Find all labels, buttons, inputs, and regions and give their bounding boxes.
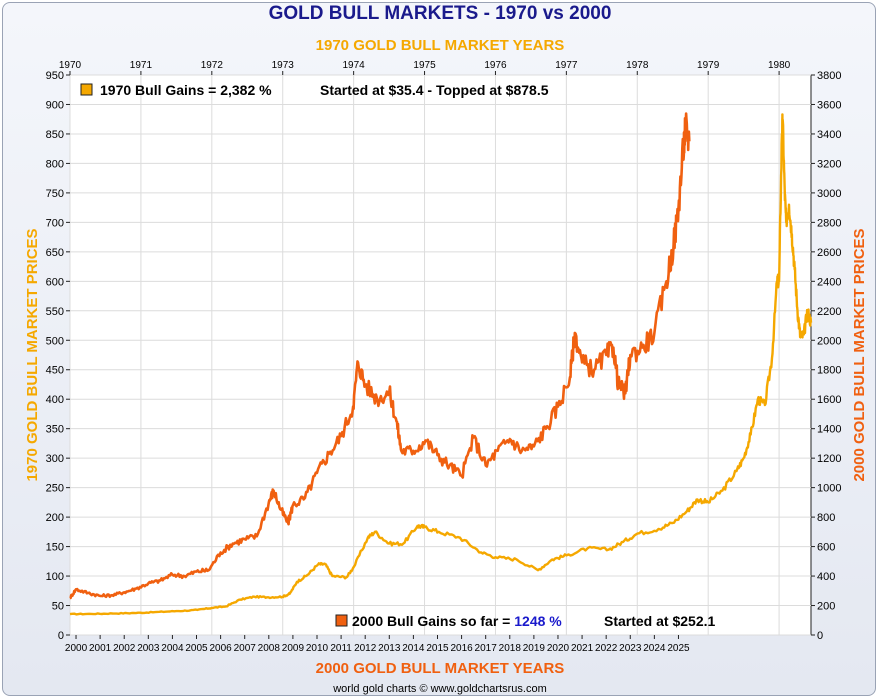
bottom-tick-label: 2001 xyxy=(89,643,112,654)
bottom-tick-label: 2024 xyxy=(643,643,666,654)
legend-swatch-1970 xyxy=(80,83,93,96)
bottom-tick-label: 2020 xyxy=(547,643,570,654)
top-tick-label: 1976 xyxy=(484,60,507,71)
bottom-axis-title: 2000 GOLD BULL MARKET YEARS xyxy=(316,660,565,677)
left-tick-label: 300 xyxy=(46,453,64,465)
series-line-1970 xyxy=(69,113,813,616)
legend-extra-2000: Started at $252.1 xyxy=(604,613,715,629)
top-tick-label: 1980 xyxy=(768,60,791,71)
bottom-tick-label: 2004 xyxy=(161,643,184,654)
left-tick-label: 200 xyxy=(46,512,64,524)
left-tick-label: 900 xyxy=(46,99,64,111)
left-tick-label: 50 xyxy=(52,601,64,613)
right-tick-label: 3600 xyxy=(817,99,841,111)
legend-label-1970: 1970 Bull Gains = 2,382 % xyxy=(100,82,272,98)
bottom-tick-label: 2015 xyxy=(426,643,449,654)
bottom-tick-label: 2002 xyxy=(113,643,136,654)
bottom-tick-label: 2021 xyxy=(571,643,594,654)
bottom-tick-label: 2012 xyxy=(354,643,377,654)
legend: 1970 Bull Gains = 2,382 % Started at $35.… xyxy=(80,82,715,629)
left-axis-title: 1970 GOLD BULL MARKET PRICES xyxy=(24,228,41,481)
bottom-tick-label: 2016 xyxy=(450,643,473,654)
left-tick-label: 350 xyxy=(46,424,64,436)
bottom-tick-label: 2011 xyxy=(330,643,352,654)
right-tick-label: 800 xyxy=(817,512,835,524)
bottom-tick-label: 2025 xyxy=(667,643,690,654)
axes: 0 50 100 150 200 250 300 350 400 450 500 550 600 650 7… xyxy=(46,60,842,654)
top-tick-label: 1978 xyxy=(626,60,649,71)
bottom-tick-label: 2003 xyxy=(137,643,160,654)
top-tick-label: 1973 xyxy=(272,60,295,71)
series-lines xyxy=(69,112,813,616)
right-tick-label: 3800 xyxy=(817,70,841,82)
top-tick-label: 1975 xyxy=(413,60,436,71)
bottom-tick-label: 2017 xyxy=(475,643,498,654)
left-tick-label: 850 xyxy=(46,129,64,141)
left-tick-label: 800 xyxy=(46,158,64,170)
right-tick-label: 1000 xyxy=(817,483,841,495)
chart-title: GOLD BULL MARKETS - 1970 vs 2000 xyxy=(268,3,612,24)
right-tick-label: 600 xyxy=(817,542,835,554)
right-tick-label: 3000 xyxy=(817,188,841,200)
right-tick-label: 1600 xyxy=(817,394,841,406)
right-tick-label: 2000 xyxy=(817,335,841,347)
left-tick-label: 500 xyxy=(46,335,64,347)
right-tick-label: 2600 xyxy=(817,247,841,259)
top-tick-label: 1974 xyxy=(343,60,366,71)
bottom-tick-label: 2014 xyxy=(402,643,425,654)
top-axis-title: 1970 GOLD BULL MARKET YEARS xyxy=(316,37,565,54)
left-tick-label: 950 xyxy=(46,70,64,82)
right-tick-label: 1800 xyxy=(817,365,841,377)
left-tick-label: 450 xyxy=(46,365,64,377)
left-tick-label: 400 xyxy=(46,394,64,406)
left-tick-label: 0 xyxy=(58,630,64,642)
left-tick-label: 550 xyxy=(46,306,64,318)
right-tick-label: 0 xyxy=(817,630,823,642)
bottom-tick-label: 2006 xyxy=(209,643,232,654)
series-line-2000 xyxy=(69,112,691,600)
bottom-tick-label: 2022 xyxy=(595,643,618,654)
plot-area xyxy=(69,74,812,636)
left-tick-label: 250 xyxy=(46,483,64,495)
right-tick-label: 2800 xyxy=(817,217,841,229)
bottom-tick-label: 2010 xyxy=(306,643,329,654)
right-tick-label: 2200 xyxy=(817,306,841,318)
right-tick-label: 400 xyxy=(817,571,835,583)
bottom-tick-label: 2007 xyxy=(234,643,257,654)
left-tick-label: 600 xyxy=(46,276,64,288)
top-tick-label: 1979 xyxy=(697,60,720,71)
bottom-tick-label: 2023 xyxy=(619,643,642,654)
bottom-tick-label: 2018 xyxy=(499,643,522,654)
right-tick-label: 200 xyxy=(817,601,835,613)
bottom-tick-label: 2009 xyxy=(282,643,305,654)
right-tick-label: 1400 xyxy=(817,424,841,436)
bottom-tick-label: 2019 xyxy=(523,643,546,654)
right-axis-title: 2000 GOLD BULL MARKET PRICES xyxy=(851,228,868,481)
legend-extra-1970: Started at $35.4 - Topped at $878.5 xyxy=(320,82,549,98)
top-tick-label: 1977 xyxy=(555,60,578,71)
left-tick-label: 150 xyxy=(46,542,64,554)
bottom-tick-label: 2013 xyxy=(378,643,401,654)
legend-label-2000: 2000 Bull Gains so far = 1248 % xyxy=(352,613,562,629)
top-tick-label: 1970 xyxy=(59,60,82,71)
bottom-tick-label: 2000 xyxy=(65,643,88,654)
bottom-tick-label: 2005 xyxy=(185,643,208,654)
right-tick-label: 1200 xyxy=(817,453,841,465)
legend-highlight-2000: 1248 % xyxy=(514,613,562,629)
right-tick-label: 2400 xyxy=(817,276,841,288)
legend-prefix-2000: 2000 Bull Gains so far = xyxy=(352,613,514,629)
footer-credit: world gold charts © www.goldchartsrus.co… xyxy=(333,683,547,695)
left-tick-label: 100 xyxy=(46,571,64,583)
legend-swatch-2000 xyxy=(335,614,348,627)
left-tick-label: 650 xyxy=(46,247,64,259)
bottom-tick-label: 2008 xyxy=(258,643,281,654)
left-tick-label: 700 xyxy=(46,217,64,229)
top-tick-label: 1972 xyxy=(201,60,224,71)
right-tick-label: 3200 xyxy=(817,158,841,170)
left-tick-label: 750 xyxy=(46,188,64,200)
right-tick-label: 3400 xyxy=(817,129,841,141)
top-tick-label: 1971 xyxy=(130,60,153,71)
